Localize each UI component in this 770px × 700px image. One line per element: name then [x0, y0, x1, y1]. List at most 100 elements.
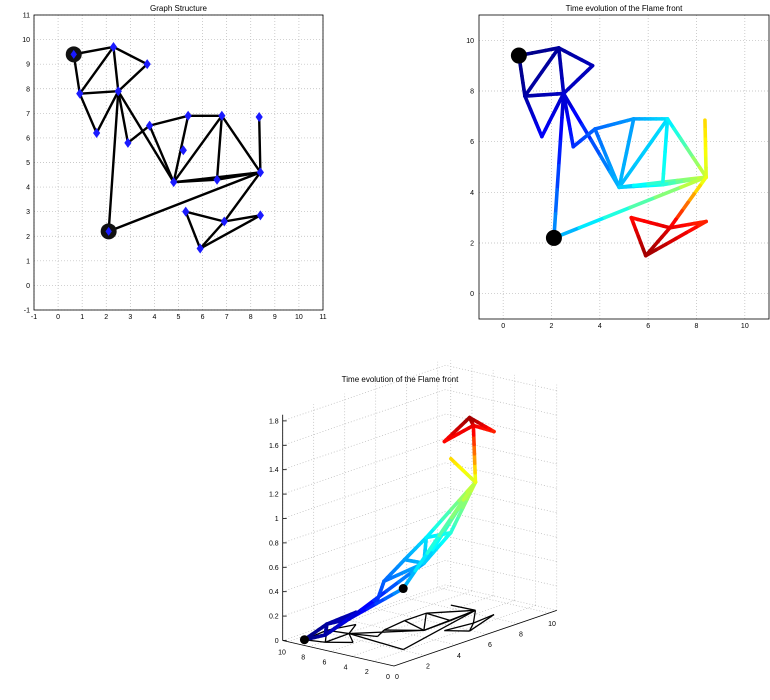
gridline-z: [282, 535, 557, 593]
flame-edge: [663, 139, 668, 154]
flame-3d-edge: [424, 526, 437, 540]
graph-edge: [126, 124, 151, 145]
z-tick-label: 1.6: [269, 443, 279, 450]
gridline-z: [282, 486, 557, 544]
y-tick-label: 10: [278, 650, 286, 657]
flame-edge: [602, 205, 632, 220]
y-tick-label: 8: [301, 655, 305, 662]
flame-edge: [672, 126, 683, 141]
node-marker: [179, 145, 187, 156]
flame-edge: [633, 151, 646, 167]
floor-edge: [377, 629, 385, 637]
flame-edge: [622, 151, 629, 167]
y-tick-label: 7: [26, 111, 30, 118]
x-tick-label: -1: [31, 314, 37, 321]
graph-title: Graph Structure: [150, 4, 207, 13]
floor-edge: [426, 612, 451, 622]
x-tick-label: 9: [273, 314, 277, 321]
graph-edge: [223, 171, 262, 223]
node-marker: [256, 210, 264, 221]
node-marker: [256, 167, 264, 178]
y-tick-label: 2: [470, 241, 474, 248]
flame-3d-edge: [467, 415, 476, 422]
z-tick-label: 1.8: [269, 418, 279, 425]
axes-box: [33, 14, 324, 311]
z-tick-label: 0.8: [269, 540, 279, 547]
flame-3d-edge: [397, 570, 414, 584]
y-tick-label: 0: [26, 283, 30, 290]
y-tick-label: 9: [26, 62, 30, 69]
z-tick-label: 0.4: [269, 589, 279, 596]
x-tick-label: 2: [550, 323, 554, 330]
flame-edge: [598, 154, 612, 174]
y-tick-label: -1: [24, 308, 30, 315]
flame-3d-edge: [384, 580, 401, 593]
y-tick-label: 1: [26, 258, 30, 265]
flame-edge: [662, 150, 667, 165]
flame-3d-edge: [413, 551, 430, 573]
x-tick-label: 3: [128, 314, 132, 321]
flame-3d-edge: [347, 607, 364, 621]
graph-edge: [95, 90, 120, 135]
axes-box: [478, 14, 770, 320]
y-tick-label: 2: [365, 669, 369, 676]
flame-edge: [646, 180, 665, 186]
node-marker: [220, 216, 228, 227]
graph-edge: [148, 124, 175, 184]
z-tick-label: 0.6: [269, 565, 279, 572]
x-tick-label: 8: [519, 632, 523, 639]
flame-edge: [660, 178, 679, 184]
flame-edge: [649, 128, 662, 144]
x-axis: [393, 609, 557, 667]
z-tick-label: 0.2: [269, 614, 279, 621]
x-tick-label: 4: [598, 323, 602, 330]
x-tick-label: 0: [501, 323, 505, 330]
flame-edge: [589, 138, 603, 158]
graph-edge: [215, 171, 262, 181]
node-marker: [124, 137, 132, 148]
flame-edge: [685, 146, 696, 160]
node-marker: [213, 174, 221, 185]
flame-edge: [555, 163, 561, 192]
graph-edge: [220, 114, 262, 174]
graph-edge: [117, 62, 149, 93]
x-tick-label: 6: [201, 314, 205, 321]
floor-edge: [348, 632, 404, 651]
node-marker: [196, 243, 204, 254]
floor-edge: [402, 609, 476, 651]
flame-3d-edge: [449, 498, 466, 520]
graph-edge: [107, 90, 120, 233]
y-tick-label: 0: [470, 291, 474, 298]
graph-edge: [148, 114, 190, 127]
gridline-z: [282, 511, 557, 568]
graph-edge: [112, 45, 149, 66]
flame-edge: [678, 136, 689, 150]
flame-3d-edge: [430, 534, 443, 552]
flame-3d-edge: [449, 498, 461, 512]
y-tick-label: 4: [470, 190, 474, 197]
floor-edge: [426, 609, 476, 614]
floor-edge: [348, 632, 378, 638]
flame-edge: [540, 127, 548, 139]
gridline-z: [282, 389, 557, 446]
floor-edge: [423, 613, 427, 631]
floor-edge: [444, 622, 474, 632]
x-tick-label: 5: [177, 314, 181, 321]
flame-edge: [643, 248, 658, 258]
flame-edge: [631, 182, 650, 188]
x-tick-label: 10: [741, 323, 749, 330]
y-tick-label: 2: [26, 234, 30, 241]
flame-edge: [641, 139, 654, 155]
graph-edge: [107, 171, 262, 233]
flame-3d-title: Time evolution of the Flame front: [342, 375, 459, 384]
flame-edge: [553, 188, 559, 216]
y-tick-label: 8: [26, 86, 30, 93]
graph-edge: [112, 45, 120, 93]
node-marker: [182, 206, 190, 217]
floor-edge: [473, 613, 495, 624]
graph-edge: [215, 114, 224, 181]
graph-edge: [198, 220, 226, 250]
flame-edge: [661, 160, 667, 176]
floor-edge: [383, 620, 405, 631]
flame-2d-title: Time evolution of the Flame front: [566, 4, 683, 13]
